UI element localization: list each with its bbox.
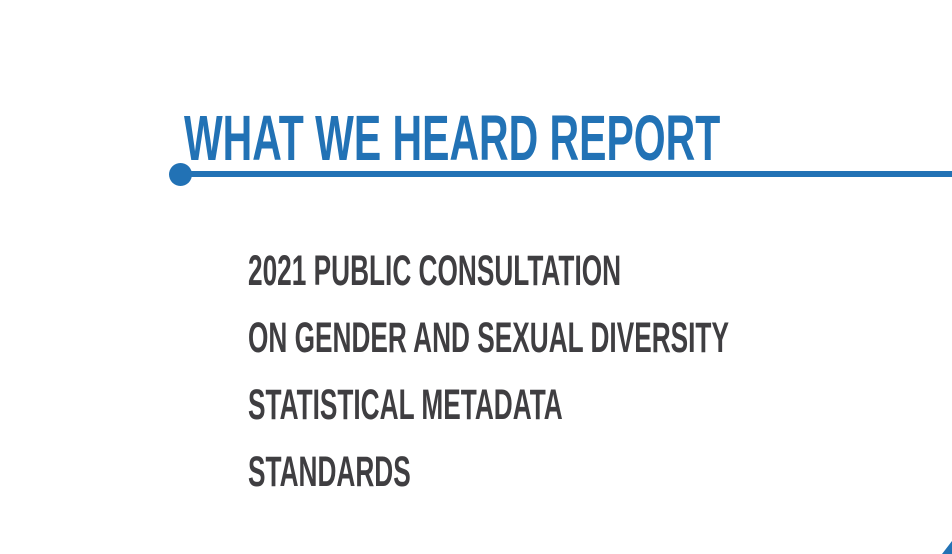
subtitle-line-3: STATISTICAL METADATA (248, 381, 563, 429)
report-subtitle: 2021 PUBLIC CONSULTATION ON GENDER AND S… (248, 238, 729, 506)
page-title: WHAT WE HEARD REPORT (184, 102, 721, 174)
subtitle-line-1: 2021 PUBLIC CONSULTATION (248, 247, 622, 295)
subtitle-line-4: STANDARDS (248, 448, 411, 496)
title-underline-dot (169, 163, 192, 186)
corner-accent-triangle (942, 541, 952, 554)
subtitle-line-2: ON GENDER AND SEXUAL DIVERSITY (248, 314, 729, 362)
title-underline-rule (180, 171, 952, 177)
